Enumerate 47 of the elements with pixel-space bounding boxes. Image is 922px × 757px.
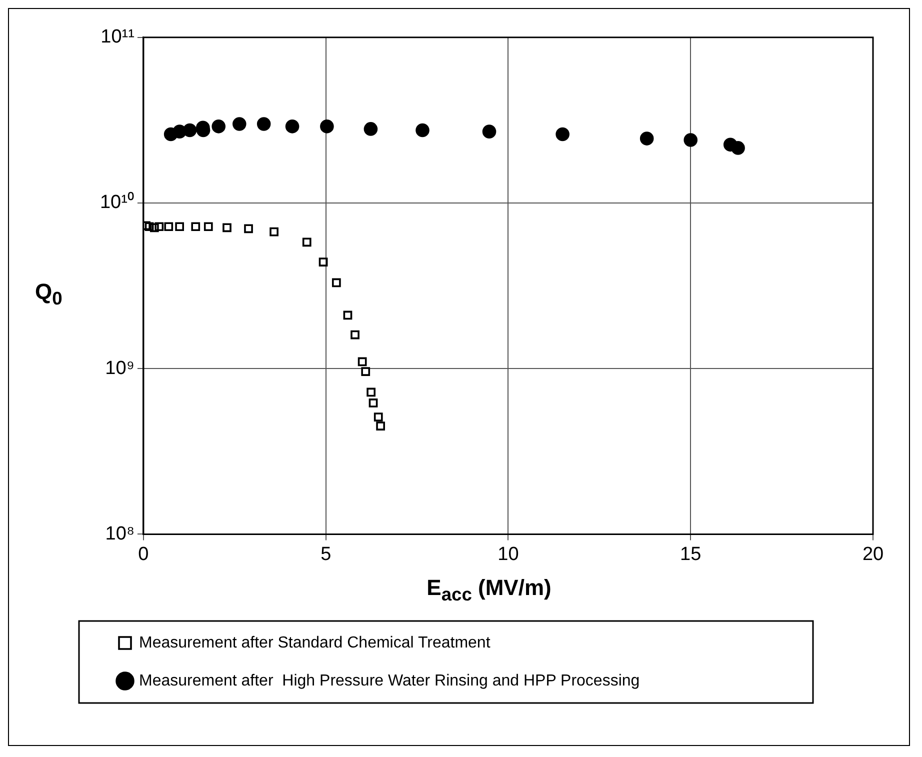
point xyxy=(374,412,383,422)
y-axis-title: Q$_{0}$ xyxy=(35,279,62,310)
point xyxy=(332,278,341,288)
point xyxy=(144,222,154,232)
point xyxy=(376,422,385,430)
point xyxy=(164,222,174,232)
point xyxy=(154,222,164,232)
point xyxy=(318,258,328,266)
point xyxy=(270,227,278,236)
point xyxy=(361,367,370,376)
point xyxy=(731,141,745,155)
point xyxy=(222,223,232,232)
legend-label: Measurement after High Pressure Water Rinsing and HPP Processing xyxy=(139,672,640,690)
x-tick-label: 20 xyxy=(862,544,884,565)
point xyxy=(150,223,159,232)
point xyxy=(285,120,300,134)
point xyxy=(320,120,334,134)
point xyxy=(482,124,496,138)
x-axis-title: E$_{acc}$ (MV/m) xyxy=(426,575,552,606)
y-tick-label: 10⁹ xyxy=(105,358,134,379)
point xyxy=(204,222,213,232)
point xyxy=(368,398,378,408)
point xyxy=(302,238,312,247)
point xyxy=(212,120,226,134)
point xyxy=(244,224,253,234)
point xyxy=(343,310,352,320)
point xyxy=(175,222,184,232)
point xyxy=(684,133,698,147)
point xyxy=(364,122,378,136)
point xyxy=(182,123,197,138)
legend-label: Measurement after Standard Chemical Treatment xyxy=(139,634,491,652)
y-tick-label: 10⁸ xyxy=(105,523,134,544)
point xyxy=(416,123,430,138)
x-tick-label: 5 xyxy=(320,544,332,565)
x-tick-label: 15 xyxy=(680,544,702,565)
point xyxy=(191,222,200,232)
point xyxy=(366,388,376,397)
point xyxy=(556,127,570,142)
point xyxy=(358,357,367,366)
point xyxy=(640,132,654,146)
y-tick-label: 10¹¹ xyxy=(100,26,134,48)
x-tick-label: 0 xyxy=(138,544,149,565)
x-tick-label: 10 xyxy=(498,544,519,565)
point xyxy=(232,117,246,131)
y-tick-label: 10¹⁰ xyxy=(100,191,134,214)
point xyxy=(256,117,271,131)
point xyxy=(350,330,360,340)
